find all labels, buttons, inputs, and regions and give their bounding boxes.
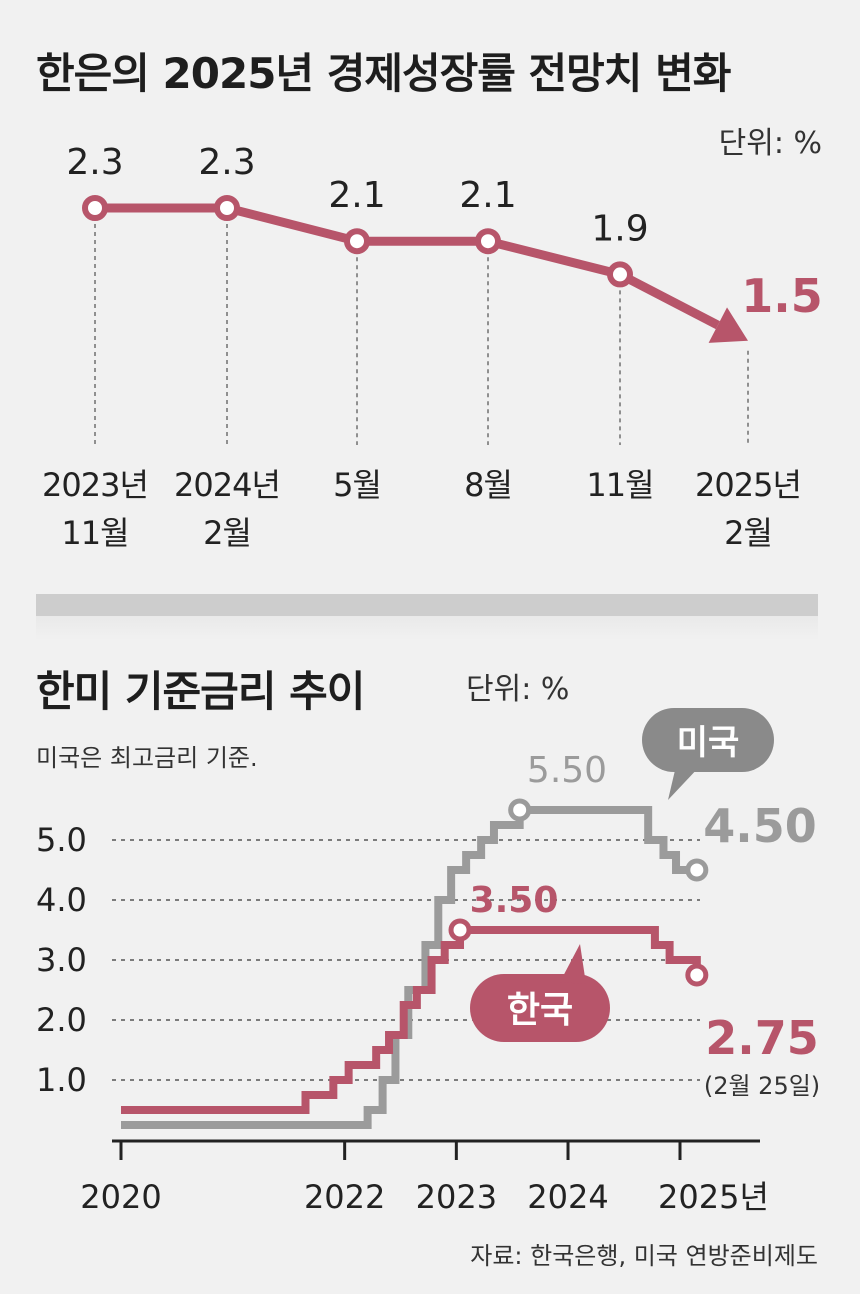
forecast-category-label: 11월: [61, 514, 128, 552]
forecast-category-label: 2025년: [695, 466, 801, 504]
us-latest-label: 4.50: [703, 799, 817, 853]
top-chart-unit: 단위: %: [718, 126, 822, 161]
forecast-value-label: 2.1: [459, 175, 516, 216]
us-peak-label: 5.50: [527, 750, 607, 791]
forecast-point: [607, 261, 633, 288]
korea-latest-point: [685, 963, 709, 987]
forecast-point: [344, 228, 370, 255]
bottom-chart-unit: 단위: %: [466, 672, 570, 707]
korea-rate-line: [121, 926, 701, 1114]
y-tick-label: 2.0: [36, 1001, 87, 1039]
forecast-category-label: 2023년: [42, 466, 148, 504]
us-bubble-tail: [668, 766, 700, 800]
x-tick-label: 2023: [416, 1178, 497, 1216]
forecast-category-label: 2월: [724, 514, 772, 552]
x-tick-label: 2025년: [658, 1178, 769, 1216]
source-note: 자료: 한국은행, 미국 연방준비제도: [470, 1242, 818, 1270]
growth-forecast-chart: 2.3 2.3 2.1 2.1 1.9 1.5 2023년 11월 2024년 2월 5월 8월 11월…: [42, 142, 823, 552]
korea-latest-label: 2.75: [705, 1011, 819, 1065]
forecast-point: [82, 195, 108, 221]
us-series-label: 미국: [677, 723, 740, 763]
y-tick-label: 4.0: [36, 881, 87, 919]
us-latest-point: [685, 858, 709, 882]
forecast-arrow-line: [617, 270, 720, 330]
korea-latest-date: (2월 25일): [704, 1072, 820, 1100]
forecast-value-label: 1.9: [591, 208, 648, 249]
x-tick-label: 2020: [80, 1178, 161, 1216]
forecast-category-label: 11월: [586, 466, 653, 504]
forecast-category-label: 2월: [203, 514, 251, 552]
y-tick-label: 1.0: [36, 1061, 87, 1099]
forecast-value-label: 2.3: [66, 142, 123, 183]
bottom-chart-note: 미국은 최고금리 기준.: [36, 744, 258, 772]
korea-bubble: [470, 974, 610, 1042]
forecast-value-label-latest: 1.5: [741, 269, 823, 323]
forecast-value-label: 2.1: [328, 175, 385, 216]
y-tick-label: 5.0: [36, 821, 87, 859]
korea-peak-label: 3.50: [470, 880, 559, 921]
korea-series-label: 한국: [507, 990, 573, 1031]
forecast-point: [475, 228, 501, 255]
y-tick-label: 3.0: [36, 941, 87, 979]
forecast-category-label: 2024년: [174, 466, 280, 504]
x-tick-label: 2022: [304, 1178, 385, 1216]
bottom-chart-title: 한미 기준금리 추이: [36, 667, 365, 716]
us-rate-line: [121, 806, 697, 1129]
forecast-category-label: 8월: [464, 466, 512, 504]
forecast-value-label: 2.3: [198, 142, 255, 183]
forecast-arrowhead: [708, 307, 748, 343]
forecast-category-label: 5월: [333, 466, 381, 504]
korea-bubble-tail: [560, 944, 586, 984]
forecast-point: [214, 195, 240, 221]
us-peak-point: [508, 798, 532, 822]
x-tick-label: 2024: [527, 1178, 608, 1216]
section-divider: [36, 594, 818, 640]
top-chart-title: 한은의 2025년 경제성장률 전망치 변화: [36, 49, 731, 98]
korea-peak-point: [448, 918, 472, 942]
us-bubble: [642, 708, 774, 772]
